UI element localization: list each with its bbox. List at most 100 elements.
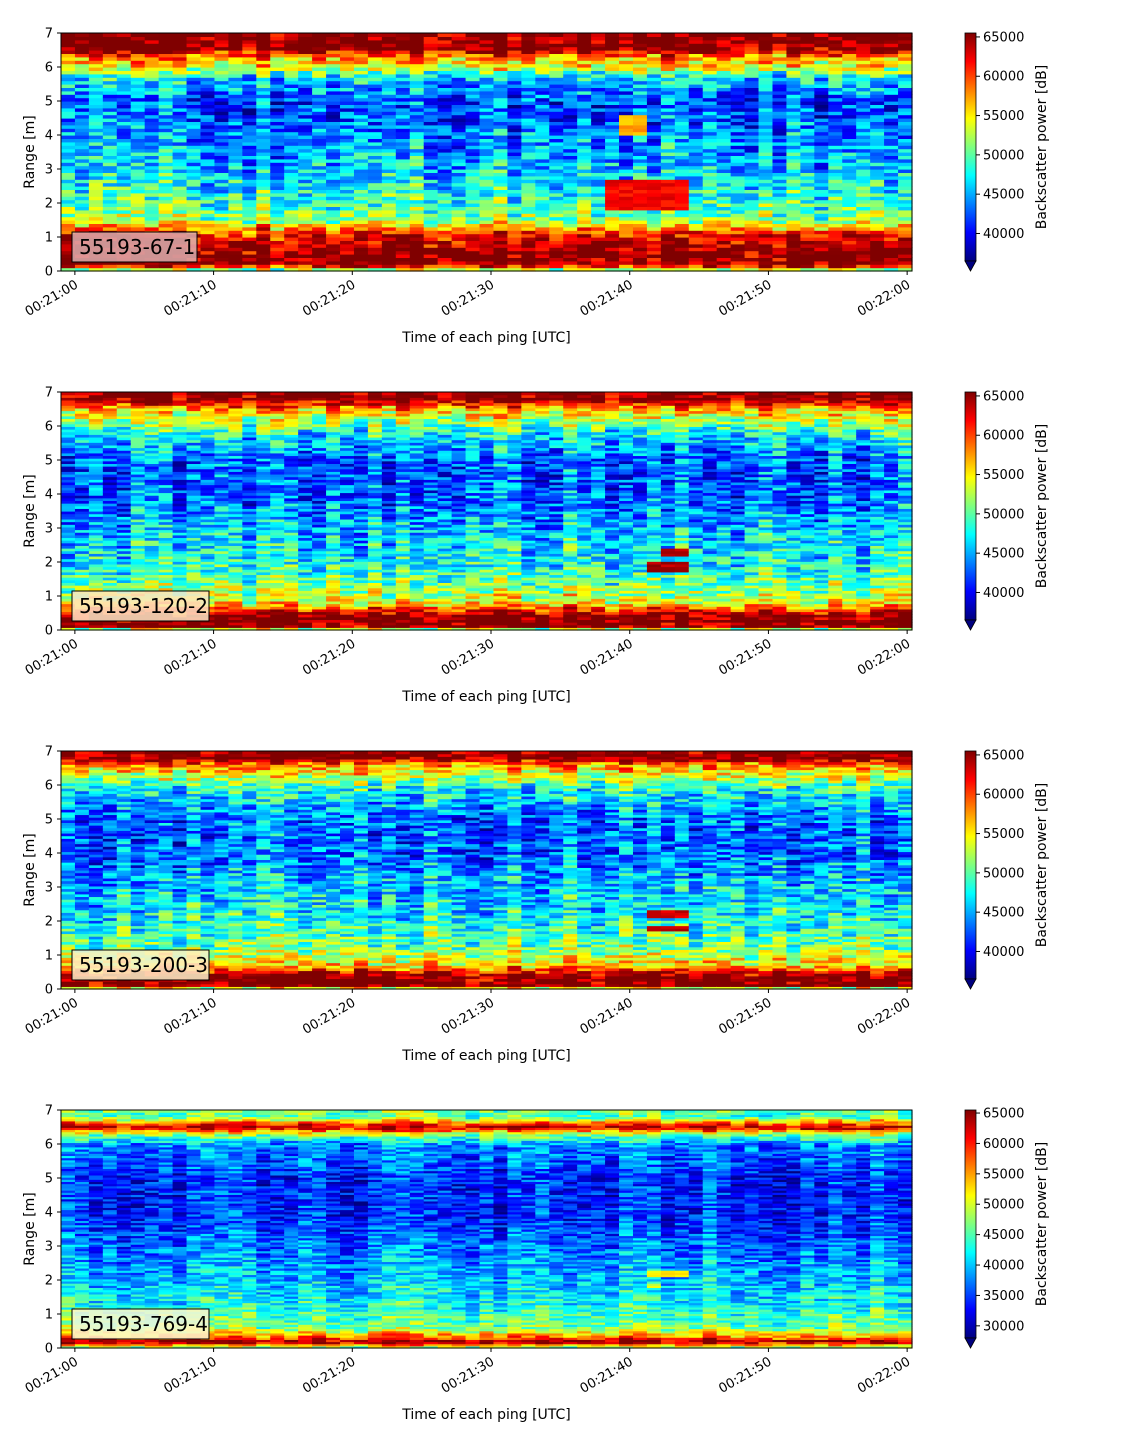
heatmap-cell [563,176,578,180]
heatmap-cell [619,149,634,153]
heatmap-cell [187,264,202,268]
y-axis-label: Range [m] [22,115,38,188]
heatmap-cell [452,149,467,153]
heatmap-cell [131,132,146,136]
heatmap-cell [298,166,313,170]
heatmap-cell [814,200,829,204]
heatmap-cell [480,142,495,146]
heatmap-cell [354,251,369,255]
heatmap-cell [89,227,104,231]
heatmap-cell [591,183,606,187]
heatmap-cell [898,200,913,204]
heatmap-cell [717,244,732,248]
heatmap-cell [507,149,522,153]
heatmap-cell [745,210,760,214]
heatmap-cell [898,264,913,268]
heatmap-cell [382,142,397,146]
heatmap-cell [507,264,522,268]
heatmap-cell [61,176,76,180]
heatmap-cell [591,159,606,163]
heatmap-cell [633,264,648,268]
heatmap-cell [689,33,704,37]
heatmap-cell [772,142,787,146]
heatmap-cell [75,166,90,170]
heatmap-cell [298,244,313,248]
heatmap-cell [173,132,188,136]
y-tick-label: 6 [45,61,53,76]
heatmap-cell [89,183,104,187]
heatmap-cell [103,200,118,204]
heatmap-cell [89,264,104,268]
heatmap-cell [270,193,285,197]
heatmap-cell [577,193,592,197]
heatmap-cell [438,264,453,268]
heatmap-cell [563,33,578,37]
heatmap-cell [661,200,676,204]
heatmap-cell [410,132,425,136]
heatmap-cell [549,234,564,238]
heatmap-cell [745,33,760,37]
heatmap-cell [382,149,397,153]
heatmap-cell [577,166,592,170]
heatmap-cell [605,200,620,204]
heatmap-cell [493,244,508,248]
heatmap-cell [731,142,746,146]
heatmap-cell [731,132,746,136]
heatmap-cell [675,200,690,204]
heatmap-cell [228,166,243,170]
x-tick-label: 00:21:40 [578,277,636,319]
heatmap-cell [842,159,857,163]
heatmap-cell [493,159,508,163]
heatmap-cell [842,244,857,248]
heatmap-cell [438,142,453,146]
heatmap-cell [521,33,536,37]
heatmap-cell [340,244,355,248]
heatmap-cell [772,193,787,197]
heatmap-cell [424,234,439,238]
heatmap-cell [884,176,899,180]
heatmap-cell [117,183,132,187]
heatmap-cell [256,251,271,255]
heatmap-cell [731,227,746,231]
heatmap-cell [382,33,397,37]
heatmap-cell [368,200,383,204]
heatmap-cell [284,244,299,248]
heatmap-cell [89,132,104,136]
heatmap-cell [424,159,439,163]
heatmap-cell [201,132,216,136]
heatmap-cell [759,149,774,153]
heatmap-cell [438,33,453,37]
heatmap-cell [563,244,578,248]
heatmap-cell [493,210,508,214]
heatmap-cell [800,166,815,170]
heatmap-cell [619,142,634,146]
heatmap-cell [103,217,118,221]
heatmap-cell [284,227,299,231]
heatmap-cell [507,33,522,37]
heatmap-cell [828,166,843,170]
heatmap-cell [326,159,341,163]
heatmap-cell [633,142,648,146]
heatmap-cell [438,200,453,204]
heatmap-cell [326,251,341,255]
heatmap-cell [870,234,885,238]
heatmap-cell [368,149,383,153]
heatmap-cell [884,210,899,214]
heatmap-cell [298,149,313,153]
heatmap-cell [591,244,606,248]
heatmap-cell [396,142,411,146]
heatmap-cell [898,142,913,146]
heatmap-cell [396,244,411,248]
colorbar-tick-label: 60000 [983,70,1024,85]
heatmap-cell [159,132,174,136]
heatmap-cell [424,166,439,170]
heatmap-cell [563,142,578,146]
heatmap-cell [717,200,732,204]
heatmap-cell [214,149,229,153]
heatmap-cell [814,210,829,214]
heatmap-cell [856,200,871,204]
heatmap-cell [438,166,453,170]
heatmap-cell [201,227,216,231]
heatmap-cell [731,176,746,180]
